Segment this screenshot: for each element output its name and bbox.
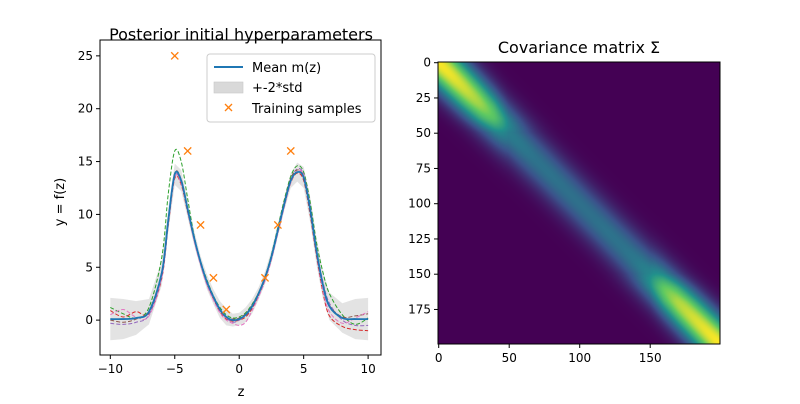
training-sample-marker [286, 146, 295, 156]
y-tick-label: 20 [78, 102, 93, 116]
y-tick-label: 5 [85, 260, 93, 274]
training-sample-marker [209, 273, 218, 282]
training-sample-marker [222, 305, 231, 314]
x-tick-label: 0 [235, 362, 243, 376]
legend-band-label: +-2*std [252, 81, 302, 96]
covariance-heatmap [438, 62, 720, 344]
heatmap-y-tick-label: 0 [423, 56, 431, 70]
posterior-y-ticks: 0 5 10 15 20 25 [78, 49, 100, 327]
mean-line [110, 170, 369, 322]
training-samples-layer [170, 51, 295, 314]
covariance-plot: Covariance matrix Σ 0 50 100 150 0 25 50 75 100… [408, 38, 721, 365]
posterior-x-ticks: −10 −5 0 5 10 [98, 355, 376, 376]
mean-line-layer [110, 170, 369, 322]
training-sample-marker [170, 51, 179, 60]
posterior-draw-line [110, 148, 369, 325]
y-tick-label: 25 [78, 49, 93, 63]
x-tick-label: 5 [300, 362, 308, 376]
heatmap-x-tick-label: 100 [568, 351, 591, 365]
heatmap-y-tick-label: 50 [416, 126, 431, 140]
heatmap-y-tick-label: 125 [408, 232, 431, 246]
posterior-x-label: z [238, 385, 245, 400]
x-tick-label: −10 [98, 362, 123, 376]
heatmap-y-tick-label: 175 [408, 302, 431, 316]
x-tick-label: −5 [166, 362, 184, 376]
covariance-x-ticks: 0 50 100 150 [435, 344, 662, 365]
legend-samples-swatch [224, 103, 233, 112]
heatmap-y-tick-label: 25 [416, 91, 431, 105]
covariance-plot-title: Covariance matrix Σ [498, 38, 660, 57]
legend-band-swatch [213, 81, 244, 94]
posterior-plot-frame [99, 39, 382, 356]
heatmap-y-tick-label: 75 [416, 161, 431, 175]
heatmap-x-tick-label: 50 [502, 351, 517, 365]
heatmap-x-tick-label: 0 [435, 351, 443, 365]
training-sample-marker [260, 273, 270, 282]
training-sample-marker [273, 220, 282, 230]
y-tick-label: 0 [85, 313, 93, 327]
legend-samples-label: Training samples [251, 102, 362, 117]
legend: Mean m(z) +-2*std Training samples [206, 53, 376, 123]
heatmap-y-tick-label: 150 [408, 267, 431, 281]
training-sample-marker [183, 146, 192, 156]
posterior-plot: Posterior initial hyperparameters −10 −5 0… [53, 25, 382, 400]
covariance-y-ticks: 0 25 50 75 100 125 150 175 [408, 56, 438, 316]
heatmap-y-tick-label: 100 [408, 197, 431, 211]
legend-box [206, 53, 376, 123]
training-sample-marker [196, 220, 205, 230]
covariance-plot-frame [437, 61, 721, 345]
y-tick-label: 15 [78, 155, 93, 169]
x-tick-label: 10 [360, 362, 375, 376]
y-tick-label: 10 [78, 207, 93, 221]
heatmap-x-tick-label: 150 [639, 351, 662, 365]
posterior-y-label: y = f(z) [53, 178, 68, 226]
legend-mean-label: Mean m(z) [252, 61, 321, 76]
posterior-plot-title: Posterior initial hyperparameters [109, 25, 373, 44]
